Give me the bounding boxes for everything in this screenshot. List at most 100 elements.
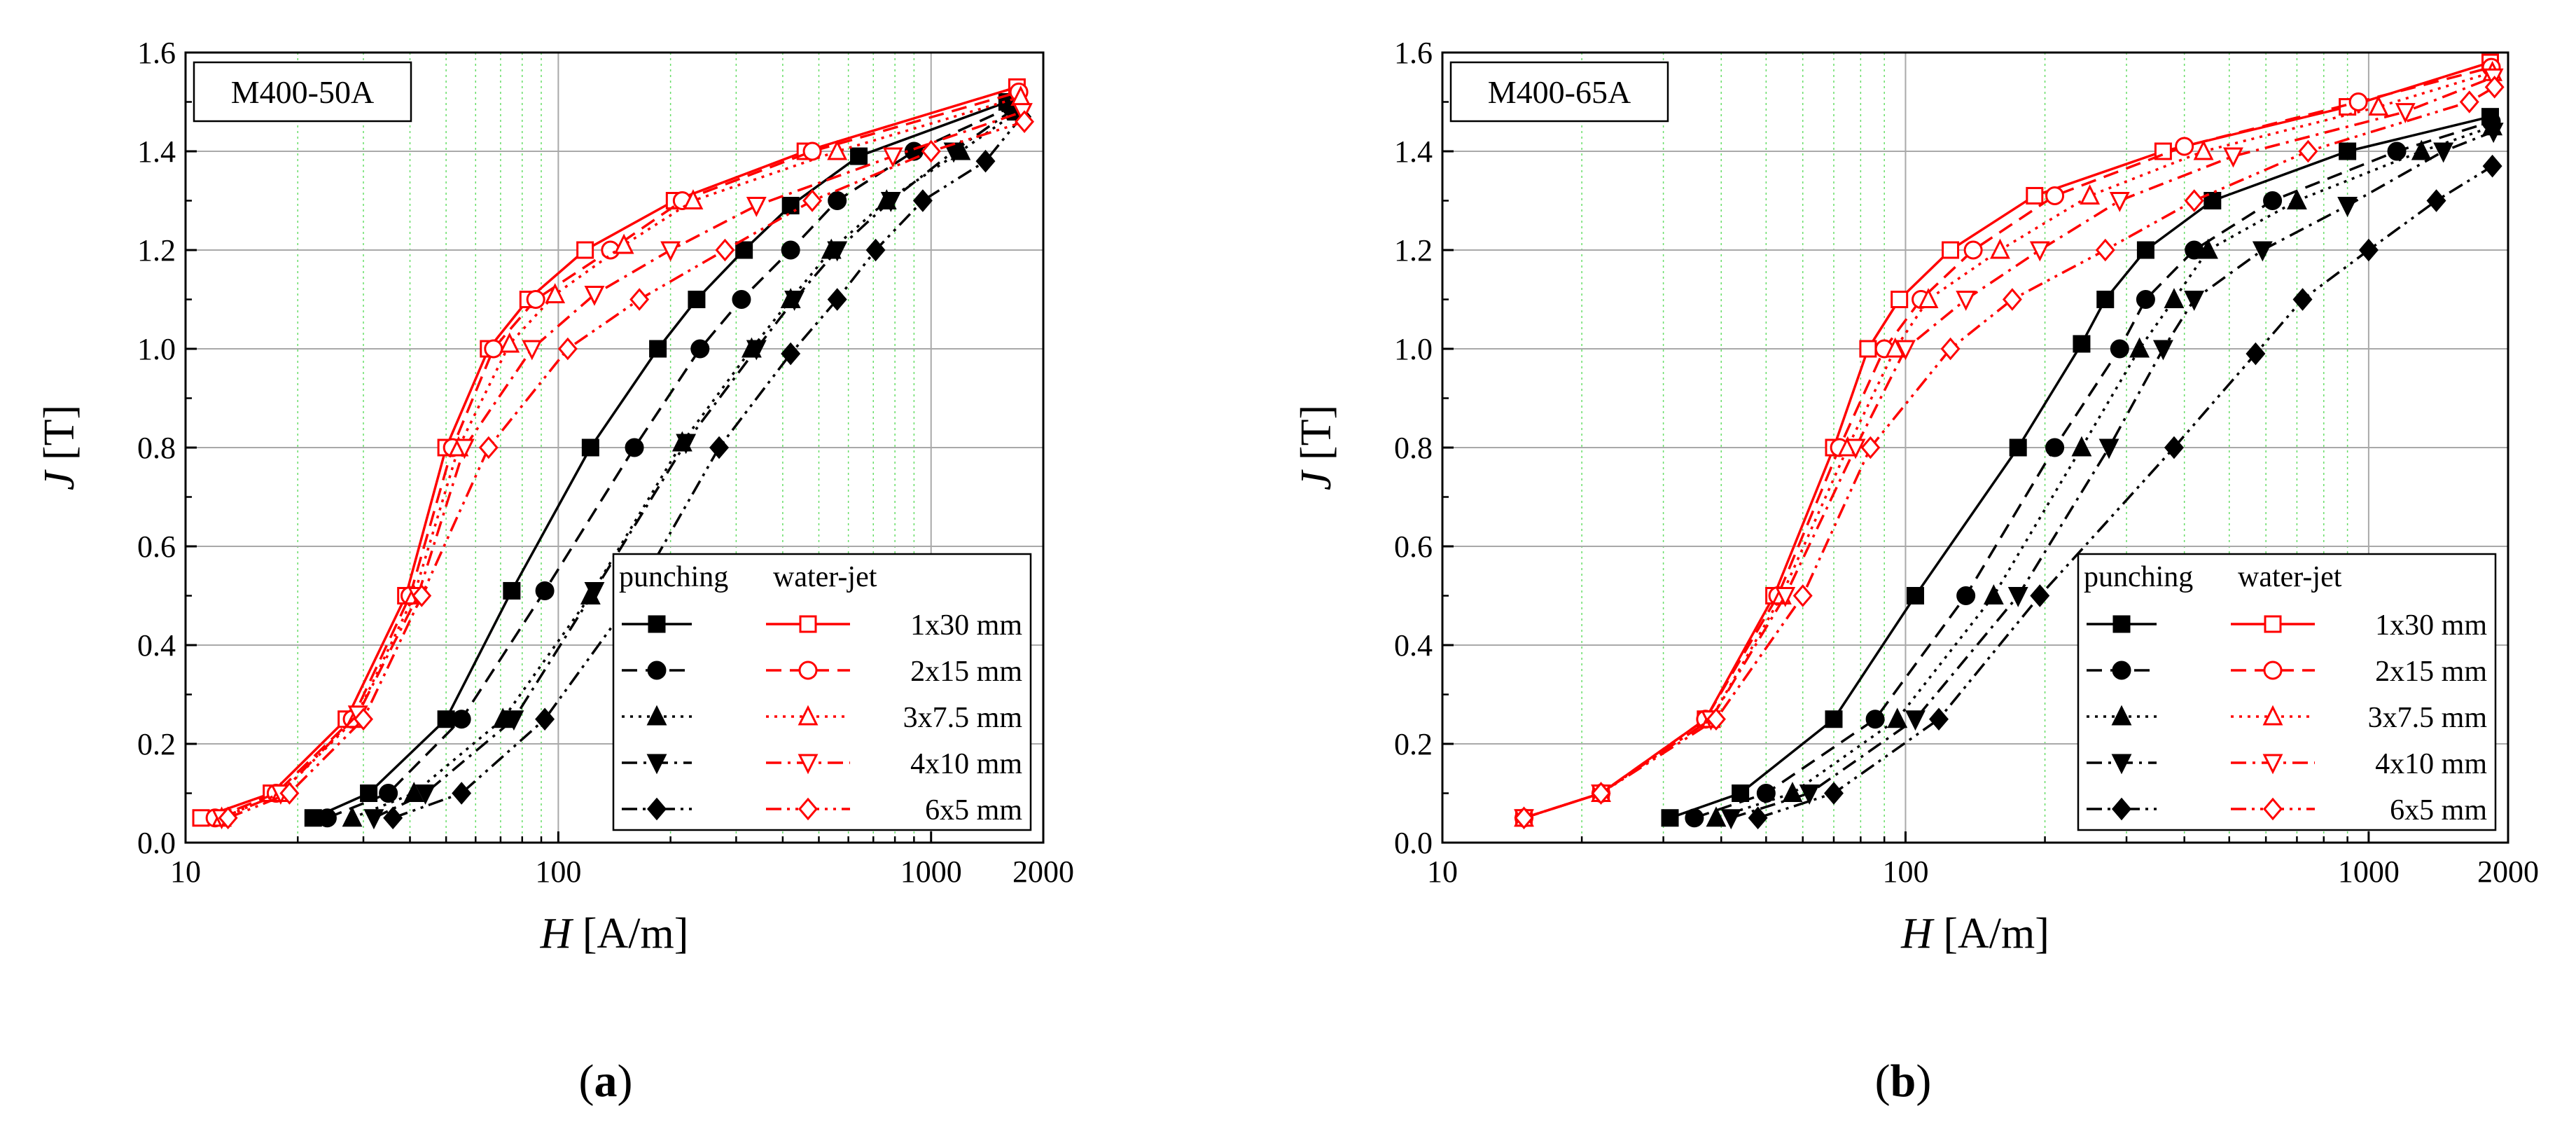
data-point — [2203, 192, 2222, 209]
series-water-jet-9 — [218, 110, 1035, 830]
material-label-box — [193, 61, 412, 123]
data-point — [535, 707, 555, 731]
data-point — [2286, 189, 2307, 209]
data-point — [2339, 142, 2357, 160]
data-point — [2387, 141, 2407, 161]
data-point — [1963, 240, 1983, 260]
data-point — [827, 288, 847, 311]
data-point — [1887, 707, 1908, 728]
legend-marker-waterjet — [2262, 754, 2283, 775]
data-point — [715, 238, 735, 262]
legend-marker-punching — [2111, 705, 2132, 726]
panel-label-letter: a — [594, 1056, 618, 1107]
data-point — [2193, 139, 2214, 160]
series-line — [373, 106, 1018, 820]
data-point — [880, 192, 901, 212]
data-point — [2358, 238, 2379, 262]
legend-marker-punching — [646, 754, 667, 775]
data-point — [921, 139, 941, 163]
data-point — [1591, 782, 1611, 805]
y-tick-label: 1.6 — [137, 36, 176, 70]
x-axis-unit: [A/m] — [571, 910, 688, 957]
data-point — [2368, 95, 2389, 116]
data-point — [584, 285, 605, 306]
data-point — [1514, 806, 1534, 830]
chart-panel-a: 0.0 0.2 0.4 0.6 0.8 1.0 1.2 1.4 1.6 10 100 1000 2000… — [36, 36, 1074, 957]
x-axis-variable: H — [1900, 910, 1935, 957]
data-point — [649, 340, 667, 358]
data-point — [412, 584, 432, 607]
data-point — [576, 241, 594, 259]
data-point — [522, 340, 543, 361]
data-point — [2080, 184, 2101, 205]
data-point — [912, 189, 933, 212]
legend-box — [612, 553, 1032, 831]
x-axis-variable: H — [540, 910, 574, 957]
data-point — [1895, 340, 1916, 361]
data-point — [218, 806, 238, 830]
chart-panel-b: 0.0 0.2 0.4 0.6 0.8 1.0 1.2 1.4 1.6 10 100 1000 2000… — [1293, 36, 2539, 957]
data-point — [709, 436, 729, 459]
legend-entry-label: 6x5 mm — [2390, 794, 2487, 827]
data-point — [1845, 438, 1866, 459]
legend-marker-punching — [2112, 797, 2131, 821]
data-point — [363, 809, 384, 830]
y-tick-label: 0.2 — [137, 727, 176, 761]
y-tick-label: 1.0 — [1394, 332, 1433, 366]
data-point — [735, 241, 753, 259]
series-punching-3 — [1720, 123, 2504, 830]
data-point — [1792, 584, 1813, 607]
legend-header-waterjet: water-jet — [2238, 561, 2342, 593]
data-point — [1990, 238, 2010, 259]
data-point — [2007, 587, 2028, 607]
series-line — [214, 90, 1019, 820]
legend-marker-waterjet — [798, 705, 819, 726]
y-tick-label: 1.2 — [137, 233, 176, 268]
legend-entry-label: 6x5 mm — [925, 794, 1022, 827]
data-point — [1799, 784, 1820, 805]
data-point — [2073, 335, 2091, 353]
legend-box — [2077, 553, 2497, 831]
panel-label-open: ( — [579, 1056, 594, 1107]
x-tick-label: 2000 — [1012, 855, 1074, 889]
data-point — [1885, 337, 1906, 358]
panel-label-close: ) — [1916, 1056, 1931, 1107]
legend-marker-waterjet — [799, 615, 817, 633]
series-line — [1523, 76, 2494, 820]
data-point — [746, 340, 767, 361]
data-point — [1956, 291, 1977, 311]
legend-entry-label: 2x15 mm — [2375, 656, 2487, 688]
legend-entry-label: 1x30 mm — [910, 609, 1022, 642]
data-point — [2459, 90, 2479, 113]
data-point — [802, 189, 823, 212]
data-point — [317, 808, 337, 828]
data-point — [2030, 584, 2050, 607]
panel-label-close: ) — [618, 1056, 633, 1107]
data-point — [2298, 139, 2318, 163]
data-point — [452, 710, 471, 729]
data-point — [360, 784, 378, 802]
data-point — [2411, 139, 2432, 160]
legend-header-waterjet: water-jet — [773, 561, 877, 593]
data-point — [581, 438, 599, 457]
panel-label-open: ( — [1875, 1056, 1891, 1107]
legend-marker-waterjet — [2262, 705, 2283, 726]
data-point — [1775, 587, 1796, 607]
legend-marker-punching — [647, 661, 667, 680]
data-point — [2164, 436, 2184, 459]
data-point — [882, 147, 903, 168]
series-punching-1 — [1685, 112, 2501, 828]
data-point — [415, 784, 436, 805]
y-tick-label: 0.2 — [1394, 727, 1433, 761]
data-point — [2136, 290, 2155, 309]
data-point — [1859, 340, 1877, 358]
data-point — [437, 710, 455, 728]
y-tick-label: 0.8 — [137, 431, 176, 465]
data-point — [2045, 186, 2065, 205]
data-point — [676, 434, 697, 455]
y-tick-label: 0.4 — [1394, 628, 1433, 663]
y-axis-variable: J — [1293, 469, 1340, 490]
material-label: M400-65A — [1488, 74, 1631, 110]
data-point — [629, 288, 650, 311]
data-point — [2246, 342, 2266, 366]
